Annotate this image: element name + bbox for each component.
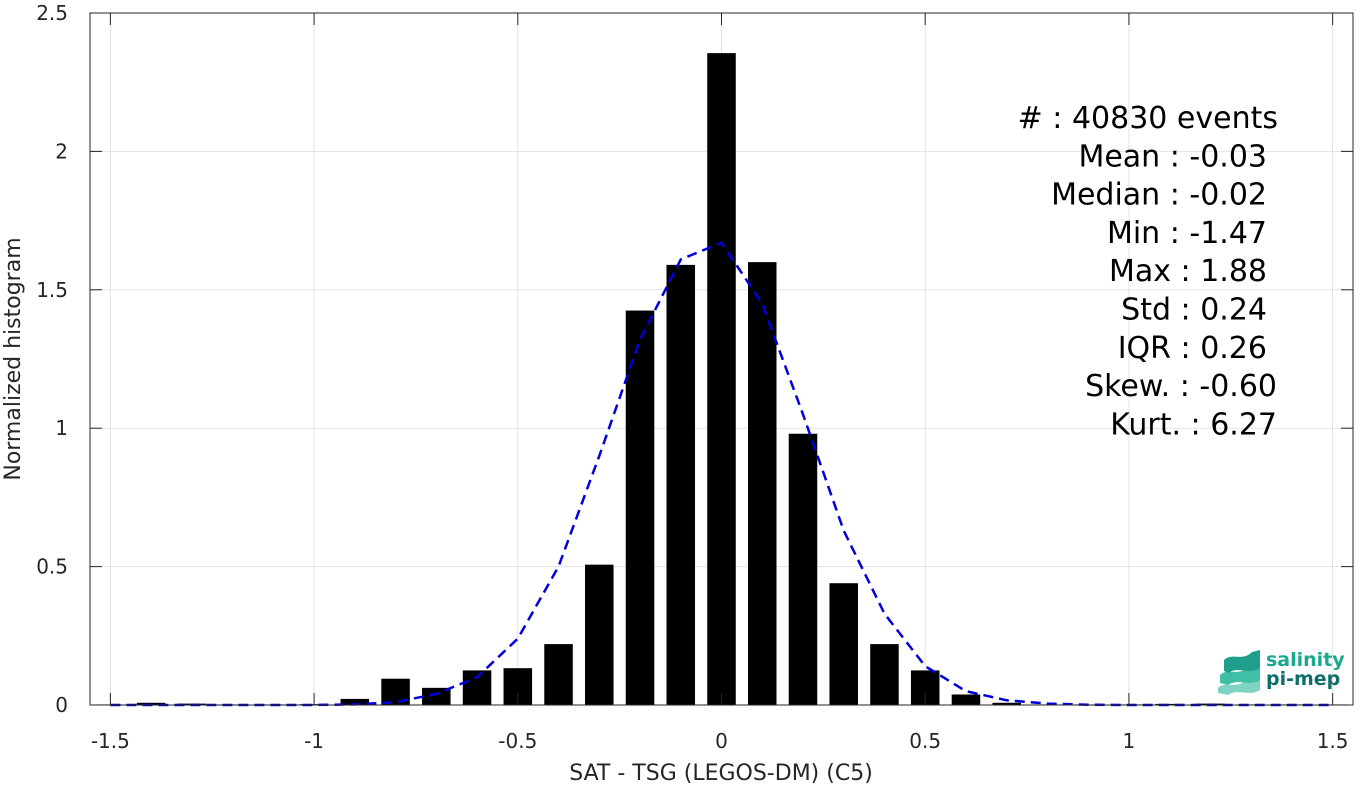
- x-tick-label: -1.5: [91, 729, 130, 753]
- axes-frame: [89, 12, 1354, 706]
- stat-line: Skew. : -0.60: [1085, 369, 1277, 404]
- histogram-bar: [666, 264, 696, 705]
- y-tick-label: 2.5: [36, 1, 68, 25]
- histogram-bar: [544, 644, 573, 705]
- y-tick-label: 0.5: [36, 555, 68, 579]
- logo-line2: pi-mep: [1266, 668, 1340, 690]
- y-tick-label: 1: [55, 416, 68, 440]
- histogram-bar: [625, 310, 655, 705]
- salinity-pimep-logo: salinity pi-mep: [1218, 649, 1345, 695]
- stat-line: Std : 0.24: [1121, 293, 1267, 328]
- histogram-bar: [788, 433, 818, 705]
- histogram-bar: [992, 702, 1021, 705]
- stat-line: IQR : 0.26: [1118, 331, 1267, 366]
- y-tick-label: 2: [55, 139, 68, 163]
- x-tick-label: 0.5: [909, 729, 941, 753]
- x-tick-labels: -1.5 -1 -0.5 0 0.5 1 1.5: [91, 729, 1349, 753]
- x-tick-label: 1: [1123, 729, 1136, 753]
- logo-waves-icon: [1218, 650, 1260, 695]
- logo-line1: salinity: [1266, 649, 1345, 671]
- x-tick-label: -1: [304, 729, 324, 753]
- y-tick-labels: 0 0.5 1 1.5 2 2.5: [36, 1, 68, 717]
- histogram-bar: [951, 694, 981, 705]
- x-tick-label: 0: [715, 729, 728, 753]
- histogram-bar: [422, 687, 451, 705]
- x-tick-label: 1.5: [1317, 729, 1349, 753]
- x-axis-label: SAT - TSG (LEGOS-DM) (C5): [569, 761, 873, 785]
- histogram-bar: [747, 262, 777, 705]
- stat-line: Mean : -0.03: [1078, 139, 1267, 174]
- histogram-bar: [829, 583, 858, 705]
- stat-line: Median : -0.02: [1051, 178, 1267, 213]
- stat-line: Kurt. : 6.27: [1110, 407, 1277, 442]
- y-axis-label: Normalized histogram: [1, 237, 26, 480]
- histogram-bar: [1155, 703, 1184, 705]
- histogram-bar: [340, 698, 370, 705]
- histogram-bar: [585, 564, 614, 705]
- histogram-bar: [707, 53, 736, 706]
- histogram-bar: [870, 644, 899, 705]
- y-tick-label: 1.5: [36, 278, 68, 302]
- x-tick-label: -0.5: [498, 729, 537, 753]
- stat-line: # : 40830 events: [1018, 101, 1278, 136]
- stat-line: Min : -1.47: [1107, 216, 1267, 251]
- y-tick-label: 0: [55, 693, 68, 717]
- stat-line: Max : 1.88: [1109, 254, 1267, 289]
- histogram-bars: [96, 53, 1347, 706]
